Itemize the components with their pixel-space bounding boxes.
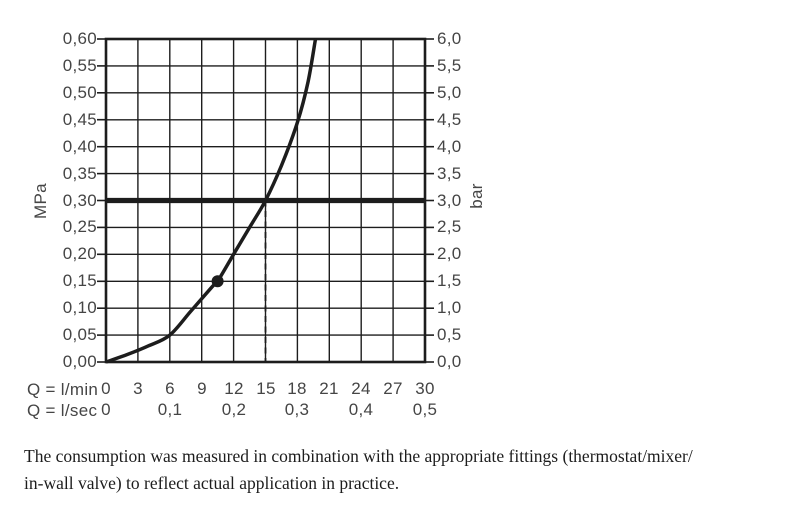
y-tick-label-bar: 2,0	[437, 244, 462, 263]
y-tick-label-mpa: 0,20	[62, 244, 97, 263]
x-tick-label-l-min: 6	[165, 379, 175, 398]
y-tick-label-mpa: 0,60	[62, 29, 97, 48]
x-tick-label-l-min: 18	[287, 379, 307, 398]
x-tick-label-l-sec: 0,2	[221, 400, 247, 419]
y-tick-label-mpa: 0,10	[62, 298, 97, 317]
x-tick-label-l-min: 24	[351, 379, 371, 398]
y-tick-label-bar: 3,5	[437, 164, 462, 183]
y-tick-label-bar: 1,0	[437, 298, 462, 317]
y-tick-label-bar: 5,5	[437, 56, 462, 75]
x-tick-label-l-min: 3	[133, 379, 143, 398]
y-tick-label-mpa: 0,25	[62, 217, 97, 236]
y-tick-label-mpa: 0,35	[62, 164, 97, 183]
y-tick-label-bar: 6,0	[437, 29, 462, 48]
x-tick-label-l-min: 0	[101, 379, 111, 398]
y-tick-label-bar: 5,0	[437, 83, 462, 102]
caption-line-1: The consumption was measured in combinat…	[24, 446, 693, 466]
x-tick-label-l-min: 21	[319, 379, 339, 398]
y-tick-label-bar: 1,5	[437, 271, 462, 290]
y-tick-label-mpa: 0,05	[62, 325, 97, 344]
flow-pressure-chart: MPa bar 0,60 0,55 0,50 0,45 0,40 0,35 0,30 0,25…	[27, 29, 486, 421]
data-point-marker	[211, 275, 224, 288]
y-tick-label-mpa: 0,45	[62, 110, 97, 129]
y-tick-label-mpa: 0,50	[62, 83, 97, 102]
plot-canvas	[97, 37, 434, 364]
y-tick-label-mpa: 0,00	[62, 352, 97, 371]
chart-caption: The consumption was measured in combinat…	[24, 443, 786, 497]
x-tick-label-l-min: 30	[415, 379, 435, 398]
flow-pressure-curve	[105, 38, 318, 364]
x-tick-label-l-min: 15	[256, 379, 276, 398]
x-tick-label-l-min: 9	[197, 379, 207, 398]
x-axis-prefix-l-min: Q = l/min	[27, 380, 99, 399]
y-tick-label-mpa: 0,40	[62, 137, 97, 156]
caption-line-2: in-wall valve) to reflect actual applica…	[24, 473, 400, 493]
x-tick-label-l-sec: 0,4	[348, 400, 374, 419]
y-tick-label-mpa: 0,55	[62, 56, 97, 75]
y-tick-label-bar: 0,0	[437, 352, 462, 371]
x-tick-label-l-sec: 0	[101, 400, 111, 419]
x-tick-label-l-min: 27	[383, 379, 403, 398]
x-tick-label-l-sec: 0,3	[284, 400, 310, 419]
y-tick-label-bar: 2,5	[437, 217, 462, 236]
x-axis-prefix-l-sec: Q = l/sec	[27, 401, 98, 420]
y-tick-label-bar: 4,0	[437, 137, 462, 156]
y-tick-label-bar: 4,5	[437, 110, 462, 129]
x-tick-label-l-sec: 0,5	[412, 400, 438, 419]
y-tick-label-mpa: 0,15	[62, 271, 97, 290]
x-tick-label-l-min: 12	[224, 379, 244, 398]
x-tick-label-l-sec: 0,1	[157, 400, 183, 419]
y-tick-label-bar: 0,5	[437, 325, 462, 344]
y-tick-label-bar: 3,0	[437, 191, 462, 210]
y-tick-label-mpa: 0,30	[62, 191, 97, 210]
